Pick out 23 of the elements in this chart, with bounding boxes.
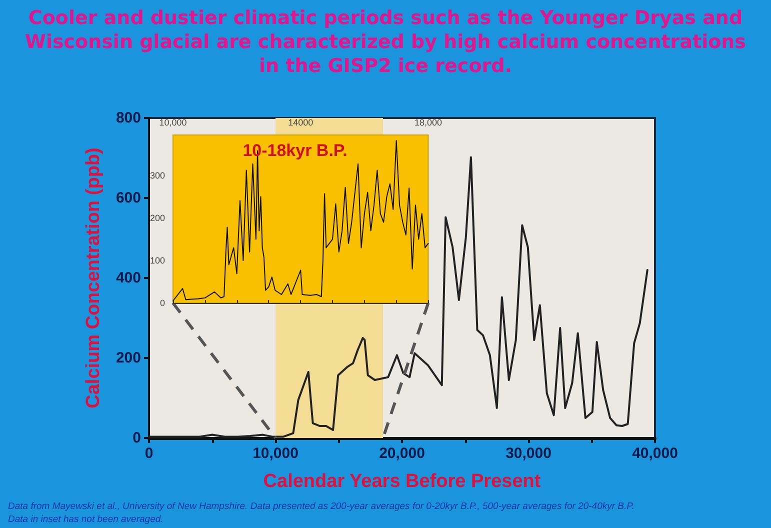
x-tick-label: 18,000: [414, 118, 442, 128]
y-tick-label: 100: [150, 255, 165, 266]
x-tick-label: 10,000: [252, 445, 298, 462]
x-tick-label: 10,000: [159, 118, 187, 128]
line-series: [172, 140, 429, 302]
text: Data in inset has not been averaged.: [8, 513, 164, 526]
y-axis-title: Calcium Concentration (ppb): [83, 148, 104, 408]
x-axis-title: Calendar Years Before Present: [263, 471, 542, 492]
x-tick-label: 14000: [288, 118, 314, 128]
x-tick-label: 30,000: [506, 445, 552, 462]
y-tick-label: 200: [116, 350, 141, 366]
y-tick-label: 800: [116, 110, 141, 126]
x-tick-label: 20,000: [379, 445, 425, 462]
y-tick-label: 400: [116, 270, 141, 286]
chart-title: Cooler and dustier climatic periods such as the Younger Dryas and Wisconsin glacial are characterized by high calcium concentrations in the GISP2 ice record.: [24, 6, 747, 78]
y-tick-label: 0: [160, 298, 165, 308]
y-tick-label: 0: [132, 430, 141, 446]
text: Data from Mayewski et al., University of New Hampshire. Data presented as 200-year averages for 0-20kyr B.P., 500-year averages for 20-40kyr B.P.: [8, 500, 636, 513]
y-tick-label: 300: [150, 170, 165, 180]
y-tick-label: 200: [150, 212, 165, 223]
x-tick-label: 40,000: [632, 445, 678, 462]
y-tick-label: 600: [116, 190, 141, 206]
chart-title: 10-18kyr B.P.: [242, 141, 348, 160]
